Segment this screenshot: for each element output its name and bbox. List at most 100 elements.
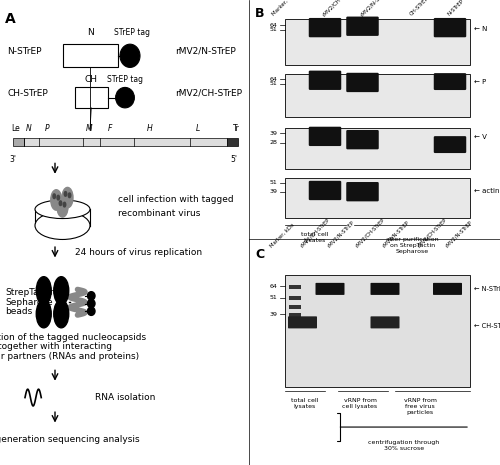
Circle shape xyxy=(54,300,69,328)
Circle shape xyxy=(57,197,68,217)
Text: Sepharose: Sepharose xyxy=(5,298,52,307)
Ellipse shape xyxy=(120,44,140,67)
Text: N: N xyxy=(26,124,32,133)
FancyBboxPatch shape xyxy=(370,316,400,328)
FancyBboxPatch shape xyxy=(370,283,400,295)
Text: ← P: ← P xyxy=(474,80,486,86)
Text: ← V: ← V xyxy=(474,134,486,140)
Ellipse shape xyxy=(88,307,95,315)
Circle shape xyxy=(64,192,67,196)
Text: ← N-STrEP: ← N-STrEP xyxy=(474,286,500,292)
Text: STrEP tag: STrEP tag xyxy=(107,75,143,84)
Text: rMV2/CH-STrEP: rMV2/CH-STrEP xyxy=(416,217,448,248)
Text: C: C xyxy=(255,248,264,261)
Ellipse shape xyxy=(35,200,90,219)
Text: 51: 51 xyxy=(270,180,278,186)
Text: beads: beads xyxy=(5,307,32,316)
Circle shape xyxy=(62,187,73,208)
Text: H: H xyxy=(147,124,153,133)
FancyBboxPatch shape xyxy=(309,18,341,37)
Ellipse shape xyxy=(88,292,95,300)
Text: 5': 5' xyxy=(230,155,237,164)
Text: rMV2/N-STrEP: rMV2/N-STrEP xyxy=(175,46,236,56)
Circle shape xyxy=(54,277,69,305)
Text: ← CH-STrEP: ← CH-STrEP xyxy=(474,323,500,328)
Circle shape xyxy=(63,202,66,207)
Circle shape xyxy=(68,193,71,198)
Text: 51: 51 xyxy=(270,27,278,33)
Text: rMV2/N-STrEP: rMV2/N-STrEP xyxy=(444,219,473,248)
FancyBboxPatch shape xyxy=(285,178,470,218)
Text: CH: CH xyxy=(85,75,98,84)
FancyBboxPatch shape xyxy=(285,275,470,387)
Text: after purification
on StrepTactin
Sepharose: after purification on StrepTactin Sephar… xyxy=(386,237,439,253)
Text: P: P xyxy=(45,124,50,133)
FancyBboxPatch shape xyxy=(285,20,470,65)
Text: total cell
lysates: total cell lysates xyxy=(292,398,318,409)
Text: Next-generation sequencing analysis: Next-generation sequencing analysis xyxy=(0,435,140,444)
Text: N-STrEP: N-STrEP xyxy=(8,46,42,56)
Text: N-STrEP: N-STrEP xyxy=(446,0,465,17)
FancyBboxPatch shape xyxy=(228,138,237,146)
Text: CH-STrEP: CH-STrEP xyxy=(409,0,430,17)
FancyBboxPatch shape xyxy=(434,18,466,37)
Text: STrEP tag: STrEP tag xyxy=(114,28,150,37)
Text: vRNP from
free virus
particles: vRNP from free virus particles xyxy=(404,398,436,415)
Text: rMV2/N-STrEP: rMV2/N-STrEP xyxy=(326,219,356,248)
Text: 28: 28 xyxy=(270,140,278,145)
Text: ← actin: ← actin xyxy=(474,188,499,194)
FancyBboxPatch shape xyxy=(289,296,301,300)
Text: Marker, kDa: Marker, kDa xyxy=(269,222,295,248)
Text: rMV2/N-STrEP: rMV2/N-STrEP xyxy=(382,219,410,248)
Text: Le: Le xyxy=(11,124,20,133)
Text: together with interacting: together with interacting xyxy=(0,342,112,352)
FancyBboxPatch shape xyxy=(75,87,108,108)
FancyBboxPatch shape xyxy=(346,130,379,149)
Circle shape xyxy=(53,194,56,199)
FancyBboxPatch shape xyxy=(346,182,379,201)
Text: M: M xyxy=(86,124,92,133)
Text: rMV2/CH-STrEP: rMV2/CH-STrEP xyxy=(354,217,386,248)
Text: Tr: Tr xyxy=(233,124,239,133)
Text: 64: 64 xyxy=(270,23,278,28)
FancyBboxPatch shape xyxy=(309,126,341,146)
FancyBboxPatch shape xyxy=(316,283,344,295)
FancyBboxPatch shape xyxy=(346,73,379,92)
FancyBboxPatch shape xyxy=(289,312,301,317)
Text: purification of the tagged nucleocapsids: purification of the tagged nucleocapsids xyxy=(0,332,146,342)
Text: rMV2/CH-STrEP: rMV2/CH-STrEP xyxy=(175,88,242,98)
FancyBboxPatch shape xyxy=(346,17,379,36)
FancyBboxPatch shape xyxy=(289,320,301,325)
Text: F: F xyxy=(108,124,112,133)
FancyBboxPatch shape xyxy=(309,181,341,200)
Text: L: L xyxy=(196,124,200,133)
Text: total cell
lysates: total cell lysates xyxy=(302,232,328,243)
FancyBboxPatch shape xyxy=(434,73,466,90)
Text: cellular partners (RNAs and proteins): cellular partners (RNAs and proteins) xyxy=(0,352,139,361)
FancyBboxPatch shape xyxy=(285,128,470,169)
FancyBboxPatch shape xyxy=(24,138,228,146)
Text: 51: 51 xyxy=(270,295,278,300)
FancyBboxPatch shape xyxy=(309,71,341,90)
Circle shape xyxy=(36,300,52,328)
Text: 64: 64 xyxy=(270,77,278,82)
Text: Marker, kDa: Marker, kDa xyxy=(272,0,298,17)
Ellipse shape xyxy=(88,299,95,308)
Text: recombinant virus: recombinant virus xyxy=(118,209,200,219)
FancyBboxPatch shape xyxy=(289,285,301,289)
Text: rMV2/N-STrEP: rMV2/N-STrEP xyxy=(359,0,388,17)
FancyBboxPatch shape xyxy=(433,283,462,295)
Circle shape xyxy=(51,190,62,210)
FancyBboxPatch shape xyxy=(288,316,317,328)
Text: B: B xyxy=(255,7,264,20)
Text: rMV2/CH-STrEP: rMV2/CH-STrEP xyxy=(322,0,354,17)
Text: N: N xyxy=(86,28,94,37)
Text: 3': 3' xyxy=(9,155,16,164)
FancyBboxPatch shape xyxy=(12,138,24,146)
Text: 51: 51 xyxy=(270,81,278,86)
Text: StrepTactin: StrepTactin xyxy=(5,288,56,298)
Text: ← N: ← N xyxy=(474,26,487,32)
Circle shape xyxy=(60,201,62,206)
Text: 24 hours of virus replication: 24 hours of virus replication xyxy=(75,247,202,257)
Text: rMV2/CH-STrEP: rMV2/CH-STrEP xyxy=(299,217,330,248)
